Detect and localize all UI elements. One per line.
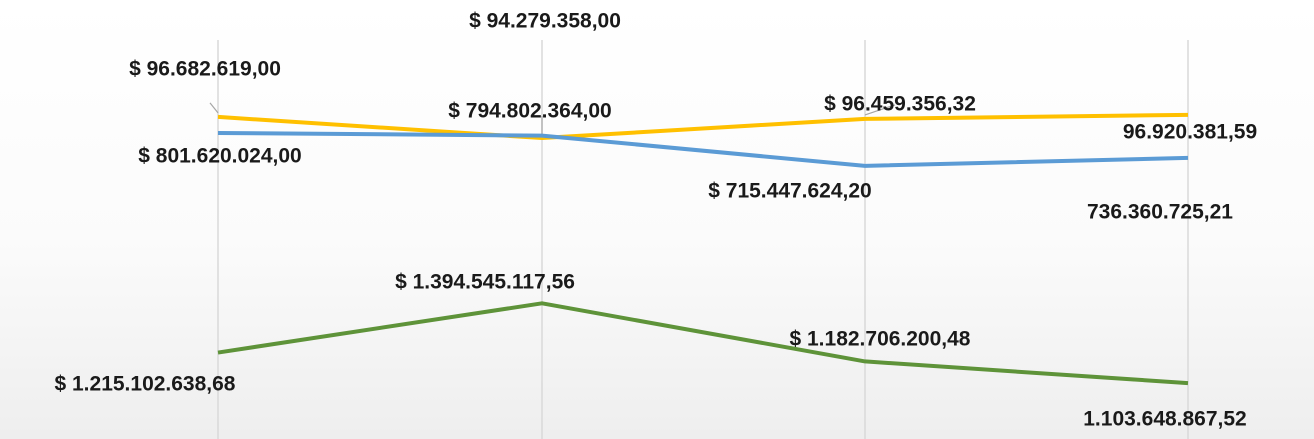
data-label: $ 1.182.706.200,48 — [789, 328, 970, 351]
data-label: $ 96.459.356,32 — [824, 93, 976, 116]
series-line — [217, 112, 1189, 141]
data-label: 736.360.725,21 — [1087, 201, 1233, 224]
data-label: $ 96.682.619,00 — [129, 58, 281, 81]
leader-line — [864, 104, 896, 116]
data-label: $ 1.215.102.638,68 — [54, 373, 235, 396]
data-label: 96.920.381,59 — [1123, 121, 1257, 144]
leader-line — [209, 102, 219, 114]
data-label: $ 1.394.545.117,56 — [395, 271, 575, 294]
data-label: 1.103.648.867,52 — [1083, 408, 1247, 431]
series-line — [217, 301, 1189, 386]
data-label: $ 94.279.358,00 — [469, 10, 621, 33]
data-label: $ 801.620.024,00 — [138, 145, 302, 168]
data-label: $ 794.802.364,00 — [448, 100, 612, 123]
category-grid — [217, 40, 1189, 439]
series-line — [217, 130, 1189, 168]
data-label: $ 715.447.624,20 — [708, 180, 872, 203]
